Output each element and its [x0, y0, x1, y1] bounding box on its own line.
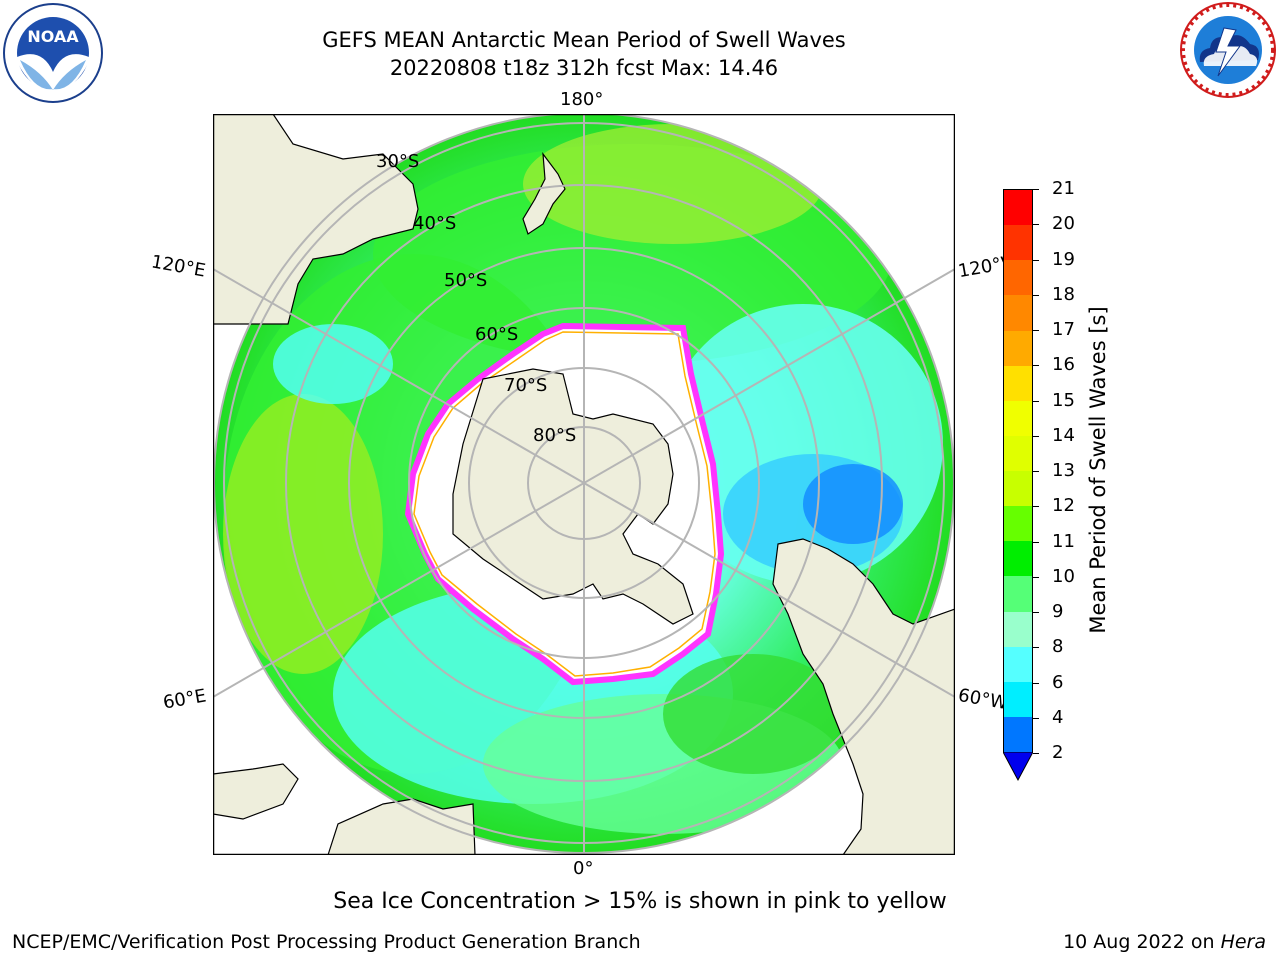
colorbar-tick-label: 11 [1052, 530, 1075, 552]
lat-label-40s: 40°S [413, 213, 457, 234]
map-canvas [212, 112, 956, 856]
colorbar-tick-mark [1033, 612, 1039, 613]
colorbar-segment [1004, 716, 1032, 752]
lat-label-50s: 50°S [444, 270, 488, 291]
colorbar-tick-mark [1033, 576, 1039, 578]
polar-map [212, 112, 956, 856]
colorbar-tick-label: 19 [1052, 248, 1075, 270]
footer-credit: NCEP/EMC/Verification Post Processing Pr… [12, 931, 641, 953]
colorbar-tick-mark [1033, 471, 1039, 472]
lon-label-120e: 120°E [149, 251, 208, 282]
footer-date-text: 10 Aug 2022 on [1063, 931, 1215, 953]
nws-logo [1178, 0, 1278, 100]
colorbar-tick-mark [1033, 541, 1039, 543]
colorbar-segment [1004, 190, 1032, 226]
colorbar-tick-mark [1033, 189, 1039, 190]
colorbar-tick-label: 15 [1052, 389, 1075, 411]
colorbar [1003, 189, 1033, 753]
colorbar-tick-mark [1033, 365, 1039, 367]
lat-label-70s: 70°S [504, 375, 548, 396]
colorbar-tick-label: 9 [1052, 601, 1064, 622]
colorbar-tick-label: 12 [1052, 495, 1075, 517]
colorbar-tick-label: 21 [1052, 178, 1075, 199]
lon-label-0: 0° [573, 858, 594, 879]
lon-label-180: 180° [560, 89, 604, 110]
colorbar-label: Mean Period of Swell Waves [s] [1086, 306, 1110, 634]
colorbar-tick-label: 10 [1052, 565, 1075, 587]
colorbar-tick-mark [1033, 506, 1039, 508]
lat-label-60s: 60°S [475, 324, 519, 345]
colorbar-segment [1004, 400, 1032, 436]
colorbar-segment [1004, 471, 1032, 507]
colorbar-tick-mark [1033, 330, 1039, 331]
colorbar-tick-mark [1033, 682, 1039, 684]
colorbar-segment [1004, 330, 1032, 366]
noaa-logo: NOAA [2, 2, 104, 104]
colorbar-segment [1004, 225, 1032, 261]
colorbar-tick-label: 4 [1052, 706, 1064, 728]
colorbar-tick-label: 20 [1052, 213, 1075, 235]
colorbar-tick-mark [1033, 224, 1039, 226]
colorbar-tick-label: 13 [1052, 460, 1075, 481]
colorbar-tick-label: 14 [1052, 424, 1075, 446]
colorbar-segment [1004, 365, 1032, 401]
graticule [212, 114, 956, 855]
lon-label-60e: 60°E [161, 685, 208, 714]
colorbar-segment [1004, 611, 1032, 647]
sea-ice-caption: Sea Ice Concentration > 15% is shown in … [333, 889, 947, 914]
antarctica [452, 368, 694, 625]
colorbar-segment [1004, 295, 1032, 331]
colorbar-segment [1004, 541, 1032, 577]
colorbar-tick-mark [1033, 400, 1039, 402]
colorbar-tick-mark [1033, 259, 1039, 261]
footer-date: 10 Aug 2022 on Hera [1063, 931, 1266, 953]
colorbar-extend-arrow [1003, 752, 1033, 782]
colorbar-tick-label: 18 [1052, 283, 1075, 305]
colorbar-tick-mark [1033, 294, 1039, 296]
title-line-2: 20220808 t18z 312h fcst Max: 14.46 [389, 56, 779, 80]
footer-host: Hera [1220, 931, 1266, 953]
colorbar-tick-mark [1033, 647, 1039, 649]
colorbar-segment [1004, 260, 1032, 296]
colorbar-tick-mark [1033, 435, 1039, 437]
colorbar-segment [1004, 576, 1032, 612]
lat-label-30s: 30°S [376, 151, 420, 172]
map-frame [212, 113, 956, 856]
colorbar-segments [1004, 190, 1032, 752]
colorbar-tick-label: 8 [1052, 636, 1064, 658]
colorbar-segment [1004, 506, 1032, 542]
sea-ice-edge-inner [413, 331, 716, 677]
colorbar-tick-label: 6 [1052, 671, 1064, 693]
colorbar-segment [1004, 681, 1032, 717]
colorbar-tick-label: 17 [1052, 319, 1075, 340]
colorbar-tick-label: 16 [1052, 354, 1075, 376]
title-line-1: GEFS MEAN Antarctic Mean Period of Swell… [322, 28, 846, 52]
colorbar-tick-mark [1033, 717, 1039, 719]
svg-text:NOAA: NOAA [27, 27, 79, 46]
colorbar-segment [1004, 435, 1032, 471]
lon-label-60w: 60°W [956, 684, 1010, 715]
colorbar-tick-label: 2 [1052, 742, 1064, 763]
lat-label-80s: 80°S [533, 425, 577, 446]
colorbar-tick-mark [1033, 753, 1039, 754]
colorbar-segment [1004, 646, 1032, 682]
